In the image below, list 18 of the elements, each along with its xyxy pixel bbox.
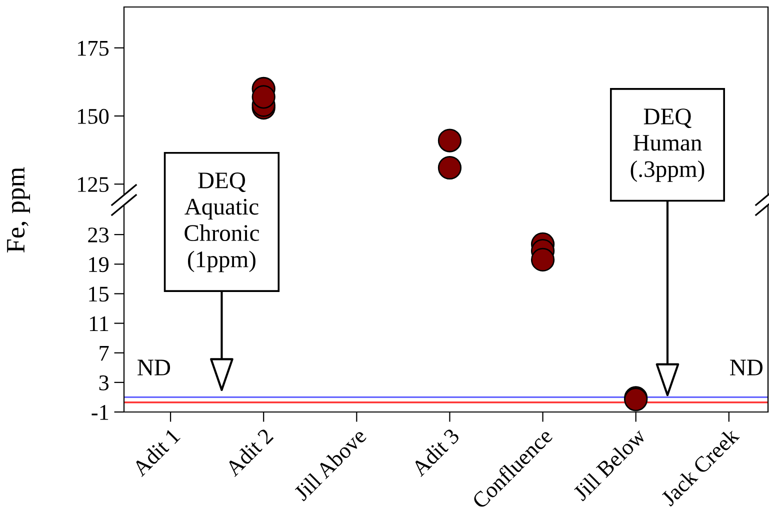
- y-axis-title: Fe, ppm: [7, 167, 30, 252]
- annotation: ND: [138, 360, 170, 376]
- y-tick-label: 175: [78, 40, 109, 56]
- y-tick-label: 15: [89, 286, 109, 302]
- annotation: ND: [730, 360, 763, 376]
- y-tick-label: -1: [92, 405, 108, 420]
- y-tick-label: 3: [99, 375, 109, 390]
- x-tick-label: Adit 1: [130, 428, 181, 478]
- y-tick-label: 23: [88, 228, 109, 242]
- ref-line-label: DEQ Aquatic Chronic (1ppm): [184, 172, 260, 272]
- ref-line-label: DEQ Human (.3ppm): [630, 108, 704, 182]
- y-tick-label: 150: [78, 108, 109, 124]
- y-tick-label: 11: [90, 316, 108, 331]
- x-tick-label: Adit 3: [410, 427, 460, 478]
- y-tick-label: 19: [89, 257, 109, 272]
- y-tick-label: 125: [78, 177, 109, 192]
- y-tick-label: 7: [100, 346, 109, 361]
- x-tick-label: Adit 2: [224, 427, 274, 478]
